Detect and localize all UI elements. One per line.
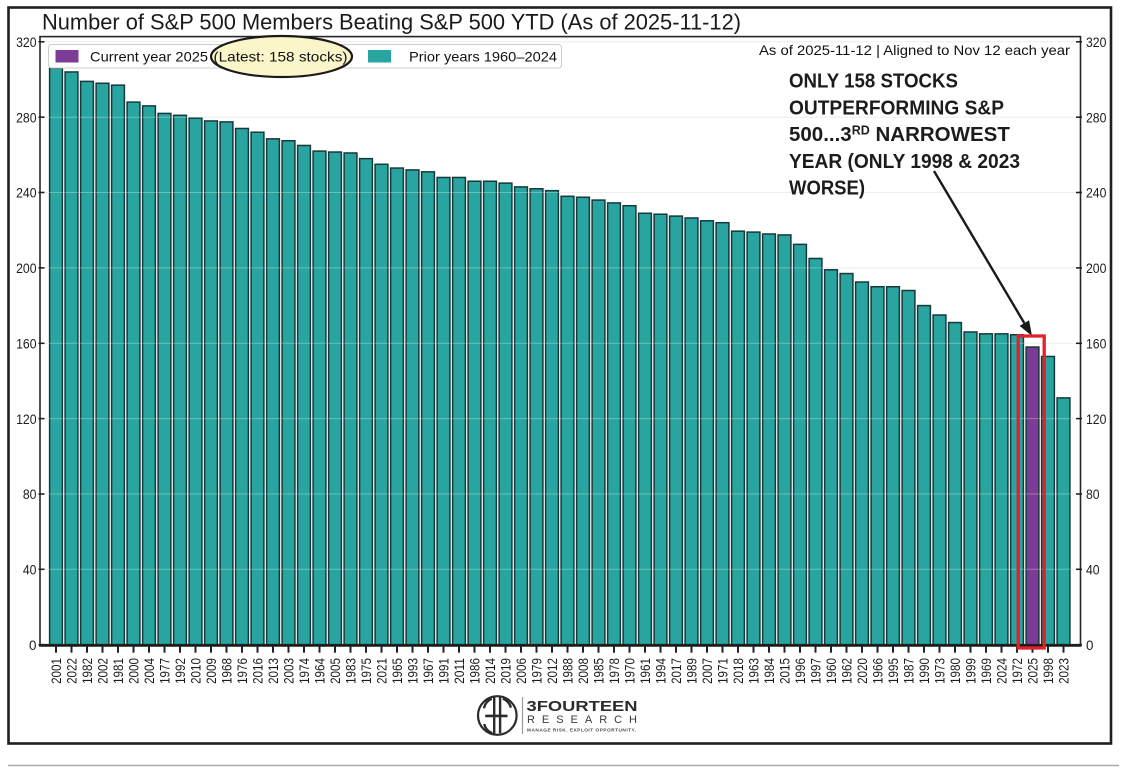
svg-text:2007: 2007 bbox=[700, 658, 715, 684]
svg-text:1994: 1994 bbox=[653, 658, 668, 684]
svg-text:2022: 2022 bbox=[64, 658, 79, 684]
svg-text:1965: 1965 bbox=[390, 658, 405, 684]
svg-text:1969: 1969 bbox=[979, 658, 994, 684]
svg-text:2017: 2017 bbox=[669, 658, 684, 684]
svg-text:2004: 2004 bbox=[142, 658, 157, 684]
svg-text:1986: 1986 bbox=[467, 658, 482, 684]
svg-text:1993: 1993 bbox=[405, 658, 420, 684]
svg-text:2003: 2003 bbox=[281, 658, 296, 684]
svg-text:(Latest: 158 stocks): (Latest: 158 stocks) bbox=[214, 49, 348, 64]
svg-text:200: 200 bbox=[16, 261, 36, 276]
svg-text:1996: 1996 bbox=[793, 658, 808, 684]
svg-text:120: 120 bbox=[16, 412, 36, 427]
svg-text:2024: 2024 bbox=[994, 658, 1009, 684]
svg-text:2013: 2013 bbox=[266, 658, 281, 684]
svg-text:2023: 2023 bbox=[1056, 658, 1071, 684]
svg-text:1998: 1998 bbox=[1041, 658, 1056, 684]
svg-text:80: 80 bbox=[1086, 487, 1100, 502]
svg-text:Current year 2025: Current year 2025 bbox=[90, 49, 208, 64]
svg-text:MANAGE RISK. EXPLOIT OPPORTUNI: MANAGE RISK. EXPLOIT OPPORTUNITY. bbox=[527, 728, 636, 734]
svg-text:1981: 1981 bbox=[111, 658, 126, 684]
svg-text:320: 320 bbox=[1086, 35, 1106, 50]
svg-text:2008: 2008 bbox=[576, 658, 591, 684]
svg-text:2016: 2016 bbox=[250, 658, 265, 684]
svg-text:1988: 1988 bbox=[560, 658, 575, 684]
svg-text:1964: 1964 bbox=[312, 658, 327, 684]
svg-text:1978: 1978 bbox=[607, 658, 622, 684]
svg-text:2010: 2010 bbox=[188, 658, 203, 684]
svg-text:1971: 1971 bbox=[715, 658, 730, 684]
svg-text:2018: 2018 bbox=[731, 658, 746, 684]
svg-text:1961: 1961 bbox=[638, 658, 653, 684]
svg-text:WORSE): WORSE) bbox=[789, 177, 865, 200]
svg-text:2005: 2005 bbox=[328, 658, 343, 684]
svg-text:1975: 1975 bbox=[359, 658, 374, 684]
svg-text:0: 0 bbox=[1086, 638, 1093, 653]
svg-text:500...3RD NARROWEST: 500...3RD NARROWEST bbox=[789, 123, 1010, 146]
svg-text:80: 80 bbox=[23, 487, 37, 502]
svg-text:ONLY 158 STOCKS: ONLY 158 STOCKS bbox=[789, 69, 958, 92]
svg-text:40: 40 bbox=[23, 563, 37, 578]
svg-text:1983: 1983 bbox=[343, 658, 358, 684]
svg-text:160: 160 bbox=[1086, 337, 1106, 352]
svg-text:2002: 2002 bbox=[95, 658, 110, 684]
svg-text:1960: 1960 bbox=[824, 658, 839, 684]
svg-text:1987: 1987 bbox=[901, 658, 916, 684]
svg-text:1970: 1970 bbox=[622, 658, 637, 684]
svg-text:2014: 2014 bbox=[483, 658, 498, 684]
svg-text:2021: 2021 bbox=[374, 658, 389, 684]
svg-text:320: 320 bbox=[16, 35, 36, 50]
svg-text:1984: 1984 bbox=[762, 658, 777, 684]
svg-text:3FOURTEEN: 3FOURTEEN bbox=[527, 698, 638, 715]
svg-text:1985: 1985 bbox=[591, 658, 606, 684]
svg-text:2009: 2009 bbox=[204, 658, 219, 684]
svg-text:Prior years 1960–2024: Prior years 1960–2024 bbox=[409, 49, 557, 64]
svg-text:2019: 2019 bbox=[498, 658, 513, 684]
svg-text:1974: 1974 bbox=[297, 658, 312, 684]
svg-text:2025: 2025 bbox=[1025, 658, 1040, 684]
svg-text:1966: 1966 bbox=[870, 658, 885, 684]
svg-text:2012: 2012 bbox=[545, 658, 560, 684]
svg-text:1982: 1982 bbox=[80, 658, 95, 684]
svg-text:40: 40 bbox=[1086, 563, 1100, 578]
svg-text:280: 280 bbox=[16, 110, 36, 125]
svg-text:2000: 2000 bbox=[126, 658, 141, 684]
svg-text:2015: 2015 bbox=[777, 658, 792, 684]
svg-text:0: 0 bbox=[29, 638, 36, 653]
svg-text:1977: 1977 bbox=[157, 658, 172, 684]
svg-text:200: 200 bbox=[1086, 261, 1106, 276]
svg-text:1968: 1968 bbox=[219, 658, 234, 684]
svg-text:1992: 1992 bbox=[173, 658, 188, 684]
svg-text:OUTPERFORMING S&P: OUTPERFORMING S&P bbox=[789, 96, 1004, 119]
svg-text:2020: 2020 bbox=[855, 658, 870, 684]
svg-text:240: 240 bbox=[1086, 186, 1106, 201]
svg-text:1962: 1962 bbox=[839, 658, 854, 684]
svg-text:2006: 2006 bbox=[514, 658, 529, 684]
svg-text:280: 280 bbox=[1086, 110, 1106, 125]
svg-text:1976: 1976 bbox=[235, 658, 250, 684]
svg-text:1995: 1995 bbox=[886, 658, 901, 684]
svg-text:1980: 1980 bbox=[948, 658, 963, 684]
svg-text:240: 240 bbox=[16, 186, 36, 201]
svg-text:1999: 1999 bbox=[963, 658, 978, 684]
svg-text:1990: 1990 bbox=[917, 658, 932, 684]
svg-text:1973: 1973 bbox=[932, 658, 947, 684]
svg-text:1972: 1972 bbox=[1010, 658, 1025, 684]
svg-text:1989: 1989 bbox=[684, 658, 699, 684]
svg-text:160: 160 bbox=[16, 337, 36, 352]
svg-text:1997: 1997 bbox=[808, 658, 823, 684]
svg-text:1979: 1979 bbox=[529, 658, 544, 684]
svg-text:YEAR (ONLY 1998 & 2023: YEAR (ONLY 1998 & 2023 bbox=[789, 150, 1020, 173]
svg-text:2011: 2011 bbox=[452, 658, 467, 684]
svg-text:120: 120 bbox=[1086, 412, 1106, 427]
svg-text:Number of S&P 500 Members Beat: Number of S&P 500 Members Beating S&P 50… bbox=[42, 10, 741, 35]
svg-text:2001: 2001 bbox=[49, 658, 64, 684]
svg-text:As of 2025-11-12 | Aligned to: As of 2025-11-12 | Aligned to Nov 12 eac… bbox=[759, 43, 1071, 58]
svg-text:1967: 1967 bbox=[421, 658, 436, 684]
svg-text:1963: 1963 bbox=[746, 658, 761, 684]
svg-text:1991: 1991 bbox=[436, 658, 451, 684]
